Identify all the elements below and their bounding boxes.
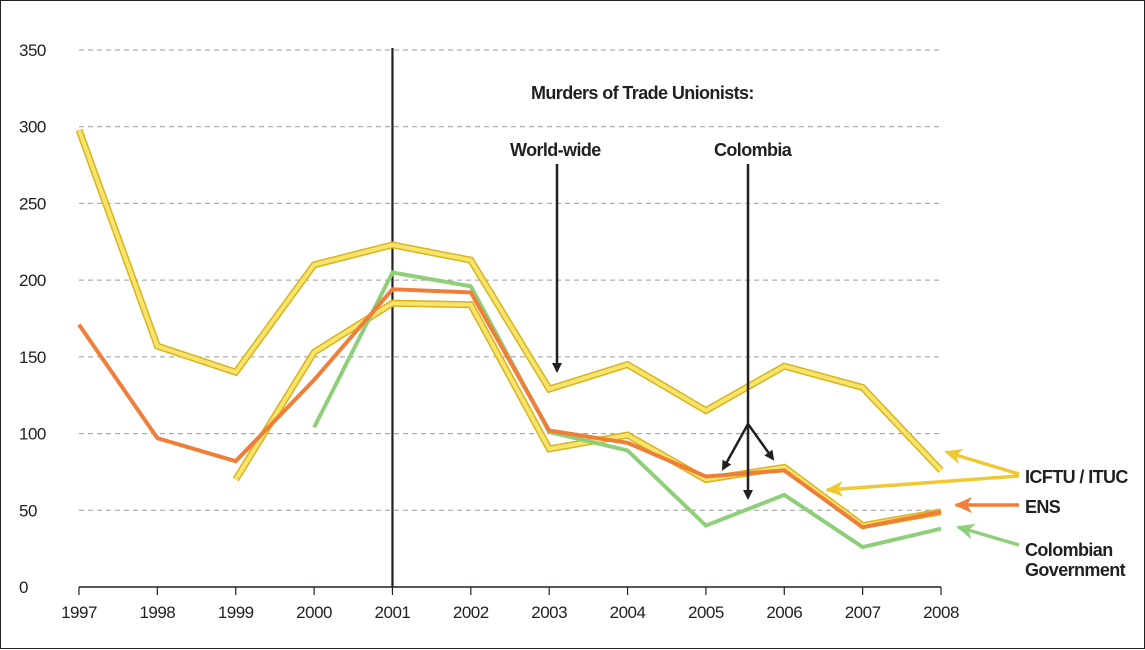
x-tick-label-2000: 2000 xyxy=(296,603,332,622)
y-tick-label-0: 0 xyxy=(19,578,28,597)
legend-label-colombian-government-line2: Government xyxy=(1025,560,1126,580)
series-outline-icftu-ituc-world-wide xyxy=(75,128,944,473)
series-line-ens xyxy=(77,287,942,530)
series-line-icftu-ituc-colombia xyxy=(233,301,942,528)
chart-title: Murders of Trade Unionists: xyxy=(531,83,754,103)
annotation-world-wide: World-wide xyxy=(510,140,601,160)
legend-label-colombian-government: Colombian Government xyxy=(1025,540,1126,580)
x-tick-label-2005: 2005 xyxy=(688,603,724,622)
y-tick-label-300: 300 xyxy=(19,118,46,137)
arrow-colombia-left xyxy=(721,423,750,471)
y-tick-label-100: 100 xyxy=(19,425,46,444)
x-tick-label-1998: 1998 xyxy=(139,603,175,622)
arrow-colombia-right xyxy=(746,423,775,461)
series-line-icftu-ituc-world-wide xyxy=(77,129,943,472)
y-tick-label-350: 350 xyxy=(19,41,46,60)
legend-arrow-colombian-government xyxy=(956,523,1020,547)
y-tick-label-50: 50 xyxy=(19,501,37,520)
axes: 0 50 100 150 200 250 300 350 1997 1998 1999 2000 200… xyxy=(19,41,959,622)
y-tick-label-150: 150 xyxy=(19,348,46,367)
grid-lines xyxy=(79,49,941,511)
legend-label-colombian-government-line1: Colombian xyxy=(1025,540,1113,560)
x-tick-label-2004: 2004 xyxy=(610,603,646,622)
legend-label-ens: ENS xyxy=(1025,497,1061,517)
x-tick-label-1997: 1997 xyxy=(61,603,97,622)
series-lines xyxy=(75,128,944,550)
y-tick-label-250: 250 xyxy=(19,194,46,213)
series-line-colombian-government xyxy=(312,270,942,550)
annotations: Murders of Trade Unionists: World-wide C… xyxy=(510,83,793,500)
legend-arrow-icftu-world xyxy=(944,448,1020,476)
x-tick-label-2007: 2007 xyxy=(845,603,881,622)
legend-arrow-icftu-colombia xyxy=(825,474,1020,497)
legend: ICFTU / ITUC ENS Colombian Government xyxy=(825,448,1129,580)
x-tick-label-2001: 2001 xyxy=(375,603,411,622)
x-tick-label-2008: 2008 xyxy=(923,603,959,622)
legend-label-icftu: ICFTU / ITUC xyxy=(1025,467,1128,487)
y-tick-label-200: 200 xyxy=(19,271,46,290)
x-tick-label-2006: 2006 xyxy=(766,603,802,622)
x-tick-label-2002: 2002 xyxy=(453,603,489,622)
x-tick-label-1999: 1999 xyxy=(218,603,254,622)
annotation-colombia: Colombia xyxy=(714,140,793,160)
x-tick-label-2003: 2003 xyxy=(531,603,567,622)
